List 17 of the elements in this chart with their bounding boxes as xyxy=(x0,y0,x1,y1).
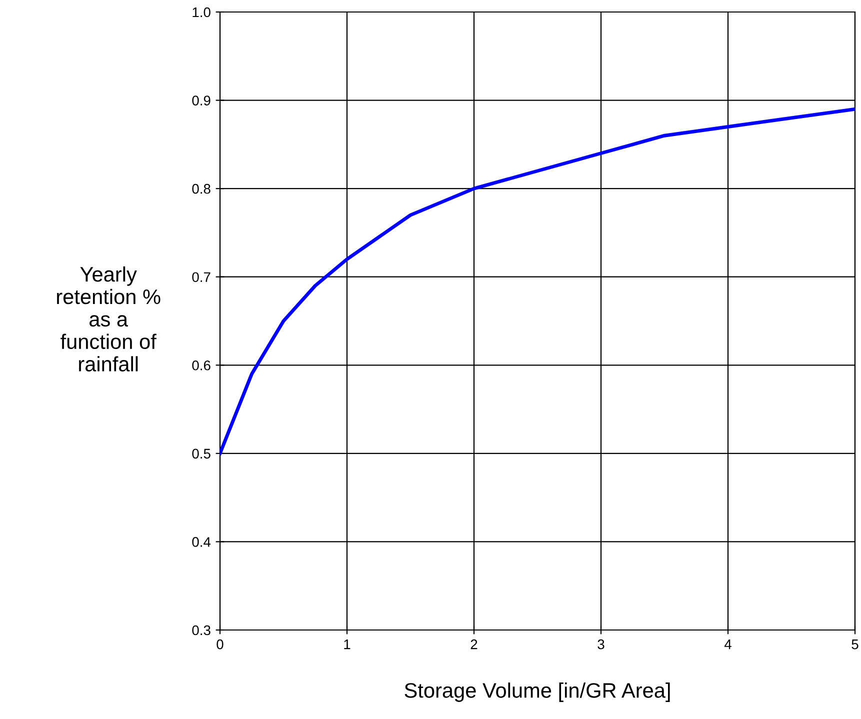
y-tick-label: 0.6 xyxy=(192,360,210,370)
x-tick-label: 0 xyxy=(216,639,224,650)
x-tick-label: 3 xyxy=(598,639,604,650)
y-tick-label: 1.0 xyxy=(192,7,210,18)
x-tick-label: 5 xyxy=(852,640,858,650)
y-tick-label: 0.5 xyxy=(192,448,210,459)
y-tick-label: 0.7 xyxy=(192,272,210,282)
y-tick-label: 0.4 xyxy=(192,537,211,547)
line-series xyxy=(220,107,855,456)
x-tick-label: 4 xyxy=(724,640,732,650)
x-tick-label: 2 xyxy=(470,639,478,650)
y-tick-label: 0.8 xyxy=(192,184,210,194)
y-tick-label: 0.9 xyxy=(192,96,210,106)
y-tick-label: 0.3 xyxy=(192,625,210,636)
x-axis-title: Storage Volume [in/GR Area] xyxy=(404,682,670,702)
x-tick-label: 1 xyxy=(344,640,350,650)
y-axis-title: Yearly retention % as a function of rainfall xyxy=(57,266,160,372)
